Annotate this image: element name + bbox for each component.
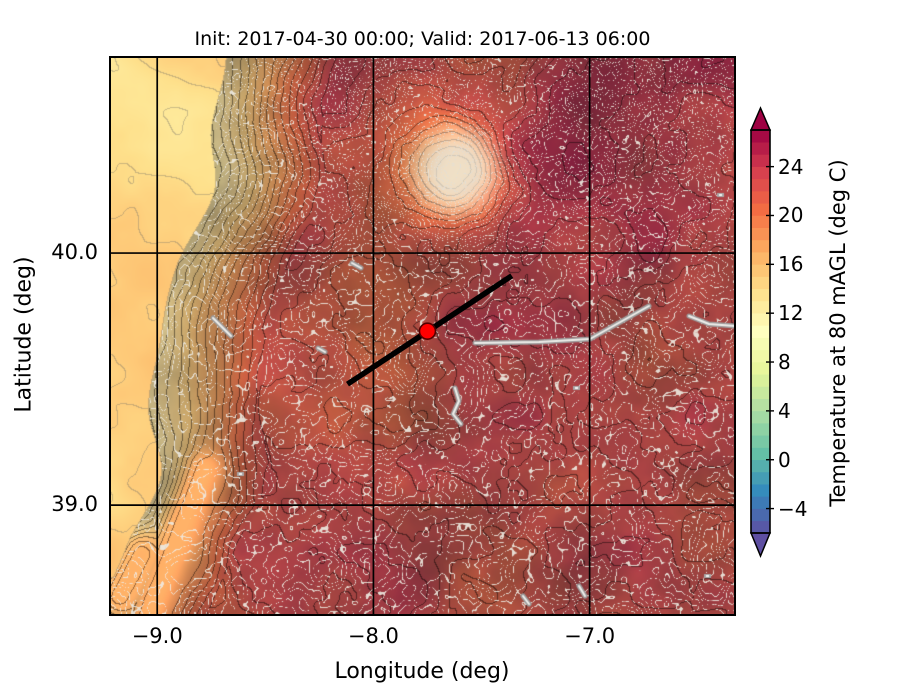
colorbar-band bbox=[751, 373, 770, 387]
colorbar-band bbox=[751, 215, 770, 228]
colorbar-tick-label-0: −4 bbox=[778, 496, 808, 521]
colorbar-band bbox=[751, 129, 770, 143]
colorbar-band bbox=[751, 435, 770, 448]
colorbar-tick-label-7: 24 bbox=[778, 154, 804, 179]
colorbar-band bbox=[751, 300, 770, 314]
colorbar-tick-label-6: 20 bbox=[778, 203, 804, 228]
colorbar-tick-label-3: 8 bbox=[778, 350, 791, 375]
colorbar-band bbox=[751, 471, 770, 485]
colorbar-band bbox=[751, 178, 770, 192]
site-marker bbox=[418, 322, 437, 341]
colorbar-band bbox=[751, 239, 770, 253]
colorbar-band bbox=[751, 190, 770, 204]
colorbar-tick-label-5: 16 bbox=[778, 252, 804, 277]
colorbar-band bbox=[751, 447, 770, 461]
colorbar-band bbox=[751, 251, 770, 265]
colorbar-band bbox=[751, 264, 770, 277]
colorbar-band bbox=[751, 227, 770, 241]
colorbar-band bbox=[751, 312, 770, 326]
colorbar-outline bbox=[750, 129, 771, 534]
y-axis-label: Latitude (deg) bbox=[11, 256, 37, 413]
plot-border bbox=[109, 56, 736, 616]
colorbar-tick-label-2: 4 bbox=[778, 398, 791, 423]
colorbar-band bbox=[751, 398, 770, 412]
colorbar-band bbox=[751, 361, 770, 375]
colorbar-band bbox=[751, 496, 770, 509]
y-tick-label-0: 39.0 bbox=[51, 492, 98, 517]
colorbar-tick-label-1: 0 bbox=[778, 447, 791, 472]
colorbar-band bbox=[751, 520, 770, 534]
x-tick-label-0: −9.0 bbox=[131, 624, 183, 648]
colorbar-band bbox=[751, 410, 770, 424]
x-axis-label: Longitude (deg) bbox=[334, 659, 510, 684]
x-tick-label-2: −7.0 bbox=[564, 624, 616, 648]
colorbar-band bbox=[751, 325, 770, 338]
colorbar-extend-max bbox=[749, 106, 772, 131]
colorbar-extend-min bbox=[749, 532, 772, 558]
colorbar-label: Temperature at 80 mAGL (deg C) bbox=[826, 159, 850, 507]
y-tick-label-1: 40.0 bbox=[51, 240, 98, 265]
figure-title: Init: 2017-04-30 00:00; Valid: 2017-06-1… bbox=[194, 28, 651, 50]
map-overlay bbox=[109, 56, 736, 616]
colorbar-band bbox=[751, 349, 770, 363]
colorbar-band bbox=[751, 483, 770, 497]
colorbar-band bbox=[751, 166, 770, 180]
colorbar-band bbox=[751, 422, 770, 436]
colorbar-band bbox=[751, 386, 770, 399]
colorbar-band bbox=[751, 276, 770, 290]
colorbar-band bbox=[751, 288, 770, 302]
colorbar-band bbox=[751, 202, 770, 216]
colorbar-band bbox=[751, 337, 770, 351]
colorbar-band bbox=[751, 459, 770, 473]
colorbar-tick-label-4: 12 bbox=[778, 301, 804, 326]
colorbar bbox=[749, 106, 774, 558]
colorbar-band bbox=[751, 154, 770, 167]
colorbar-band bbox=[751, 141, 770, 155]
x-tick-label-1: −8.0 bbox=[347, 624, 399, 648]
colorbar-band bbox=[751, 508, 770, 522]
